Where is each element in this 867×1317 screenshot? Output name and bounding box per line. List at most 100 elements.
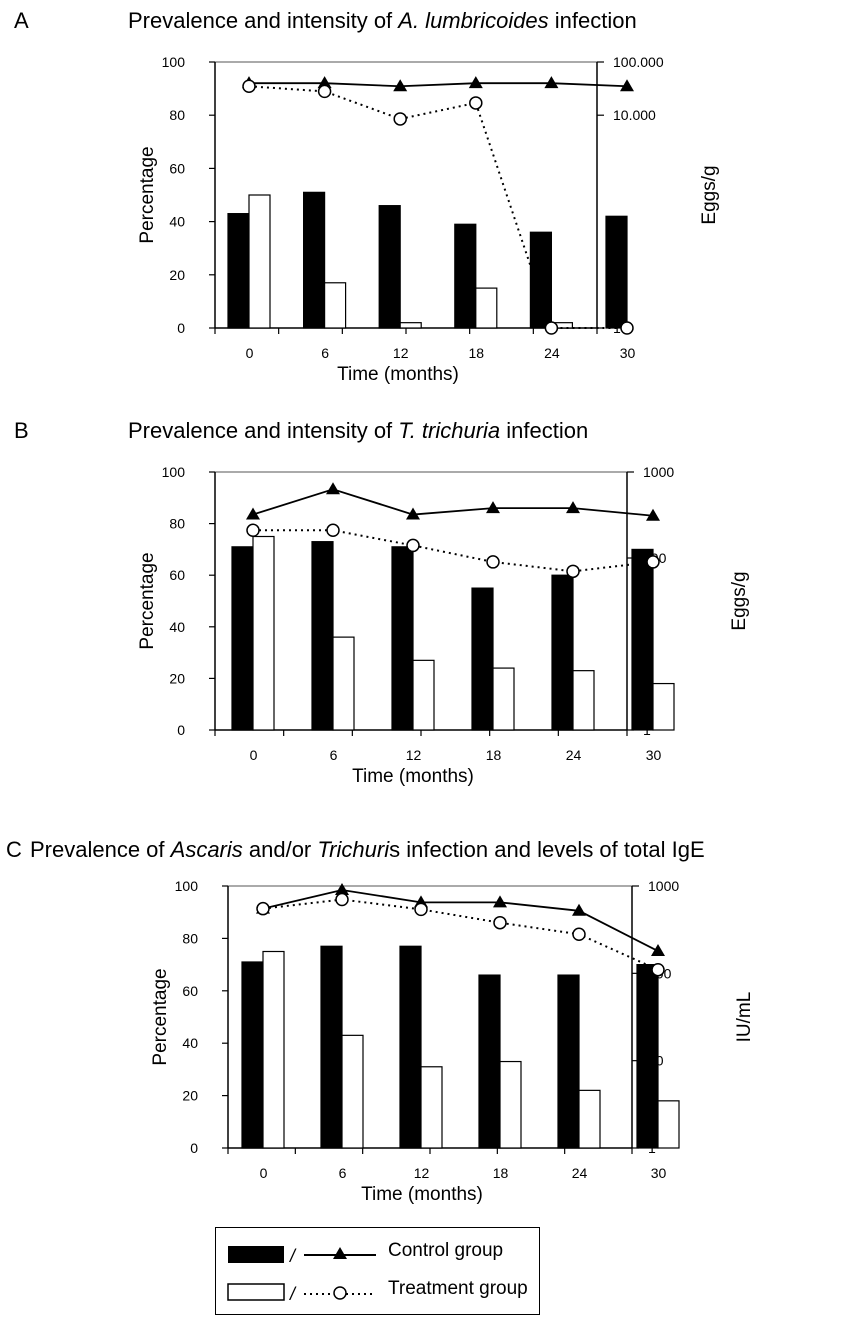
treatment-bar <box>399 322 422 329</box>
control-bar <box>320 945 343 1149</box>
y-axis-label: Percentage <box>137 552 158 649</box>
y-tick-label: 60 <box>169 567 185 583</box>
control-bar <box>551 574 574 731</box>
x-tick-label: 24 <box>544 345 560 361</box>
treatment-bar <box>475 287 498 329</box>
treatment-bar <box>492 667 515 731</box>
control-marker <box>468 76 483 89</box>
treatment-bar <box>248 194 271 329</box>
treatment-marker <box>646 555 660 569</box>
y-tick-label: 80 <box>182 930 198 946</box>
x-tick-label: 0 <box>250 747 258 763</box>
y2-tick-label: 10.000 <box>613 107 656 123</box>
y-tick-label: 100 <box>162 464 186 480</box>
treatment-marker <box>544 321 559 335</box>
treatment-marker <box>326 523 340 538</box>
treatment-bar <box>572 670 595 731</box>
legend-control: / Control group <box>216 1234 539 1270</box>
control-bar <box>471 587 494 731</box>
legend-treatment: / Treatment group <box>216 1272 539 1308</box>
treatment-bar <box>420 1066 443 1149</box>
title-segment: infection <box>548 8 637 33</box>
x-tick-label: 12 <box>414 1165 430 1181</box>
y-tick-label: 40 <box>169 619 185 635</box>
treatment-marker <box>566 564 580 579</box>
treatment-bar <box>578 1089 601 1149</box>
control-bar <box>478 974 501 1149</box>
control-bar <box>391 546 414 731</box>
control-line <box>249 82 628 88</box>
control-marker <box>246 507 260 520</box>
control-line <box>252 488 654 517</box>
control-marker <box>326 482 340 495</box>
treatment-bar <box>499 1060 522 1149</box>
control-marker <box>486 501 500 514</box>
treatment-bar <box>324 282 347 329</box>
title-segment: Trichuri <box>317 837 390 862</box>
x-tick-label: 30 <box>646 747 662 763</box>
x-tick-label: 6 <box>321 345 329 361</box>
y2-axis-label: Eggs/g <box>729 571 750 630</box>
treatment-marker <box>572 927 586 942</box>
y-tick-label: 100 <box>175 878 199 894</box>
treatment-marker <box>317 84 332 99</box>
treatment-marker <box>493 915 507 930</box>
control-bar <box>227 213 250 329</box>
control-marker <box>317 76 332 89</box>
y-tick-label: 80 <box>169 516 185 532</box>
title-segment: infection <box>500 418 589 443</box>
treatment-line <box>253 529 654 573</box>
treatment-line <box>262 898 659 971</box>
treatment-bar <box>652 682 675 731</box>
treatment-marker <box>414 902 428 917</box>
control-bar <box>311 541 334 731</box>
treatment-marker <box>393 112 407 126</box>
control-bar <box>231 546 254 731</box>
control-marker <box>493 895 507 908</box>
panel-b-title: Prevalence and intensity of T. trichuria… <box>128 418 588 444</box>
treatment-bar <box>332 636 355 731</box>
y2-axis-label: IU/mL <box>734 992 755 1043</box>
x-tick-label: 24 <box>572 1165 588 1181</box>
panel-c-chart: 02040608010011010010000612182430Percenta… <box>150 878 755 1205</box>
control-marker <box>566 501 580 514</box>
y-axis-label: Percentage <box>150 968 171 1065</box>
treatment-marker <box>486 555 500 569</box>
y-tick-label: 40 <box>169 214 185 230</box>
y-axis-label: Percentage <box>137 146 158 243</box>
legend-treatment-separator: / <box>288 1284 297 1304</box>
legend: / Control group / Treatment group <box>215 1227 540 1315</box>
panel-b-chart: 020406080100110010000612182430Percentage… <box>137 464 750 787</box>
legend-control-triangle-marker <box>333 1247 347 1259</box>
title-segment: Prevalence and intensity of <box>128 8 399 33</box>
y-tick-label: 20 <box>169 670 185 686</box>
control-bar <box>631 548 654 731</box>
panel-c-title: Prevalence of Ascaris and/or Trichuris i… <box>30 837 705 863</box>
control-bar <box>636 963 659 1149</box>
x-tick-label: 18 <box>469 345 485 361</box>
y-tick-label: 0 <box>177 722 185 738</box>
y-tick-label: 60 <box>182 983 198 999</box>
y-tick-label: 0 <box>177 320 185 336</box>
y-tick-label: 80 <box>169 107 185 123</box>
treatment-bar <box>341 1034 364 1149</box>
y2-tick-label: 1000 <box>643 464 674 480</box>
x-tick-label: 30 <box>620 345 636 361</box>
x-tick-label: 6 <box>339 1165 347 1181</box>
y-tick-label: 40 <box>182 1035 198 1051</box>
treatment-bar <box>412 659 435 731</box>
x-axis-label: Time (months) <box>361 1184 483 1205</box>
control-marker <box>646 508 660 521</box>
x-tick-label: 18 <box>493 1165 509 1181</box>
legend-control-bar-swatch <box>228 1246 284 1263</box>
y2-tick-label: 100.000 <box>613 54 664 70</box>
y2-tick-label: 1000 <box>648 878 679 894</box>
control-marker <box>572 903 586 916</box>
treatment-bar <box>657 1100 680 1149</box>
y-tick-label: 100 <box>162 54 186 70</box>
control-marker <box>651 944 665 957</box>
control-marker <box>393 79 408 92</box>
treatment-marker <box>620 321 634 335</box>
treatment-bar <box>262 950 285 1149</box>
control-marker <box>544 76 559 89</box>
